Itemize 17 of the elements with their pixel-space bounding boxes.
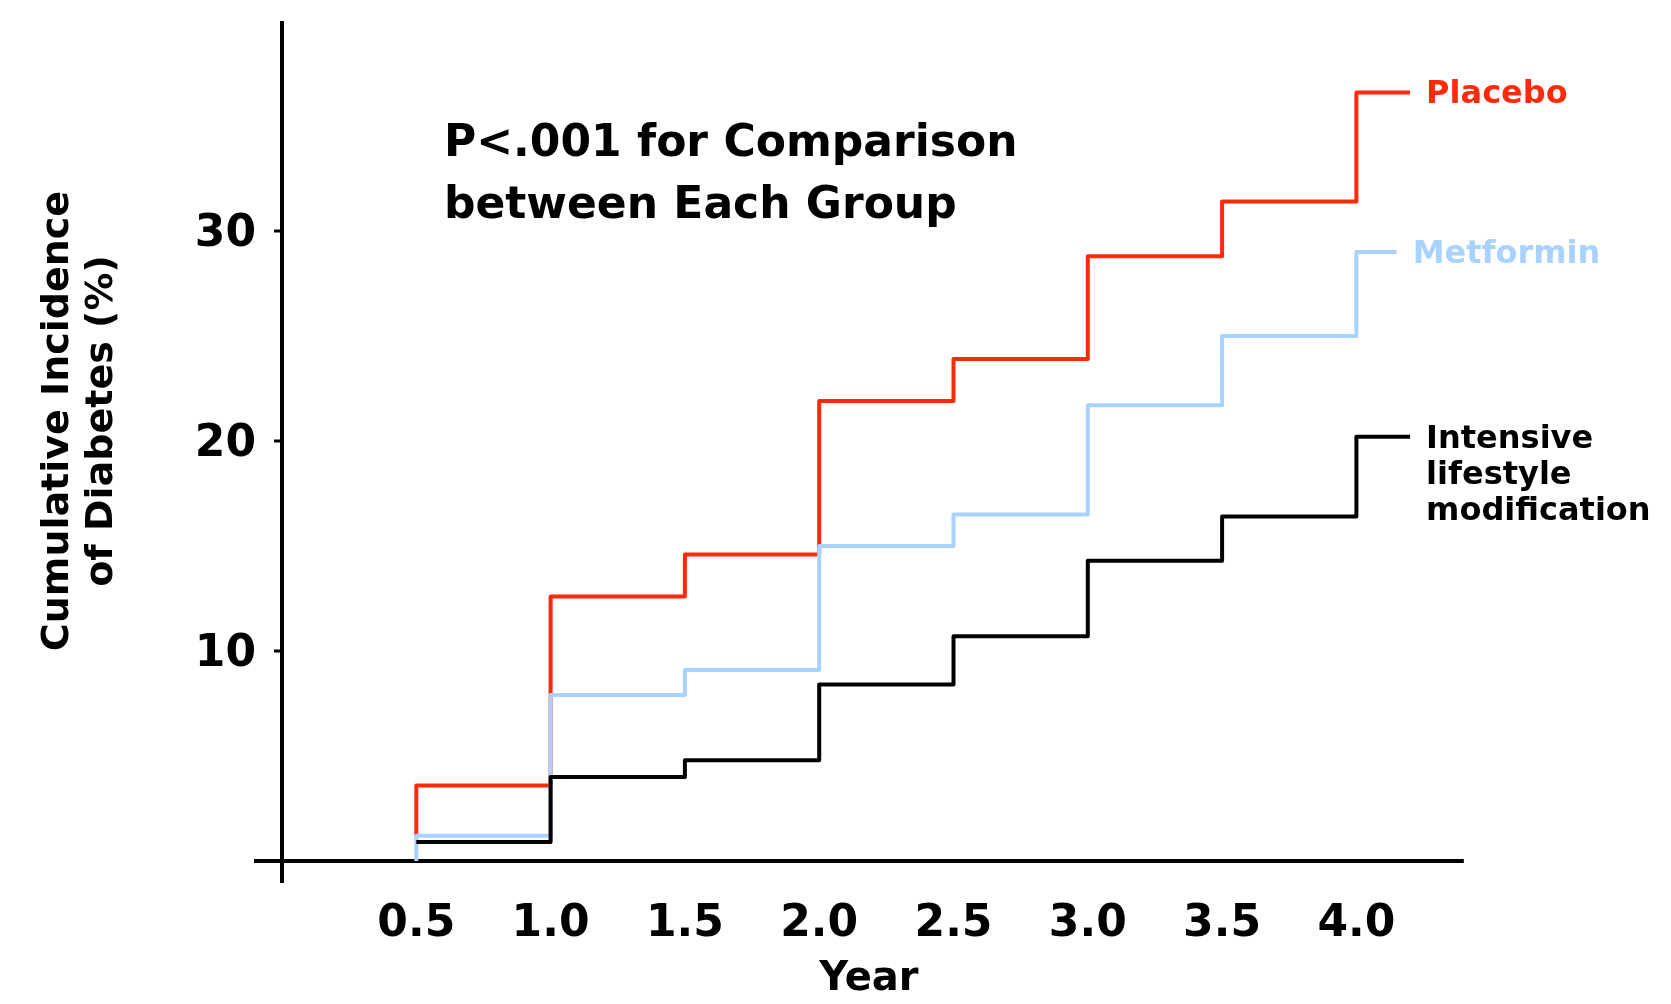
- x-tick-label: 1.0: [511, 895, 590, 946]
- y-tick-label: 10: [194, 625, 256, 677]
- x-tick-label: 2.0: [780, 895, 859, 946]
- series-label: Intensive lifestyle modification: [1426, 417, 1651, 528]
- x-tick-label: 3.0: [1048, 895, 1127, 946]
- series-label: Placebo: [1426, 73, 1568, 112]
- y-axis-title: Cumulative Incidence of Diabetes (%): [33, 190, 121, 652]
- x-tick-label: 4.0: [1317, 895, 1396, 946]
- x-tick-label: 2.5: [914, 895, 993, 946]
- series-label: Metformin: [1412, 233, 1601, 271]
- annotation: P<.001 for Comparison between Each Group: [444, 115, 1018, 228]
- x-axis-title: Year: [818, 953, 919, 999]
- y-tick-label: 30: [194, 205, 256, 257]
- y-tick-label: 20: [194, 415, 256, 467]
- x-tick-label: 0.5: [377, 895, 456, 946]
- x-tick-label: 3.5: [1183, 895, 1262, 946]
- x-tick-label: 1.5: [645, 895, 724, 946]
